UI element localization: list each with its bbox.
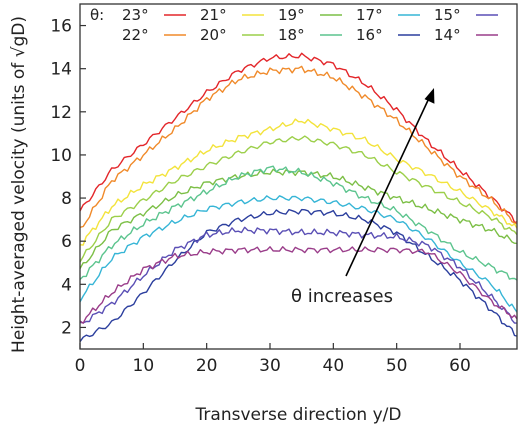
x-tick-label: 40 — [323, 356, 345, 376]
y-tick-label: 14 — [50, 60, 72, 80]
y-tick-label: 4 — [61, 275, 72, 295]
y-tick-label: 16 — [50, 17, 72, 37]
legend-label-3: 20° — [200, 26, 227, 44]
x-tick-label: 30 — [259, 356, 281, 376]
series-line-9 — [79, 246, 518, 324]
annotation: θ increases — [291, 88, 435, 307]
legend-label-4: 19° — [278, 6, 305, 24]
legend-label-9: 14° — [434, 26, 461, 44]
increase-arrow — [345, 95, 431, 277]
series-layer — [79, 52, 518, 343]
legend: θ: 23° 22° 21° 20° 19° 18° 17° 16° 15° 14° — [90, 6, 498, 44]
legend-label-1: 22° — [122, 26, 149, 44]
x-tick-label: 20 — [196, 356, 218, 376]
x-tick-label: 50 — [386, 356, 408, 376]
legend-label-5: 18° — [278, 26, 305, 44]
y-tick-label: 6 — [61, 232, 72, 252]
legend-label-7: 16° — [356, 26, 383, 44]
y-tick-label: 10 — [50, 146, 72, 166]
legend-label-6: 17° — [356, 6, 383, 24]
series-line-0 — [79, 52, 518, 224]
series-line-3 — [79, 135, 518, 263]
legend-label-2: 21° — [200, 6, 227, 24]
series-line-1 — [79, 65, 518, 228]
y-tick-label: 2 — [61, 318, 72, 338]
series-line-6 — [79, 195, 518, 313]
legend-label-8: 15° — [434, 6, 461, 24]
y-tick-label: 8 — [61, 189, 72, 209]
series-line-4 — [79, 168, 518, 270]
series-line-2 — [79, 118, 518, 246]
x-axis-label: Transverse direction y/D — [195, 405, 402, 425]
y-axis-label: Height-averaged velocity (units of √gD) — [9, 16, 29, 353]
legend-label-0: 23° — [122, 6, 149, 24]
annotation-text: θ increases — [291, 286, 393, 307]
x-tick-label: 10 — [133, 356, 155, 376]
y-tick-label: 12 — [50, 103, 72, 123]
series-line-7 — [79, 208, 518, 343]
x-tick-label: 60 — [449, 356, 471, 376]
legend-title: θ: — [90, 6, 104, 24]
plot-frame — [79, 3, 518, 350]
ticks-layer: 0 10 20 30 40 50 60 2 4 6 8 10 12 14 16 — [50, 17, 470, 376]
x-tick-label: 0 — [75, 356, 86, 376]
arrow-head-icon — [424, 88, 435, 104]
series-line-5 — [79, 165, 518, 281]
